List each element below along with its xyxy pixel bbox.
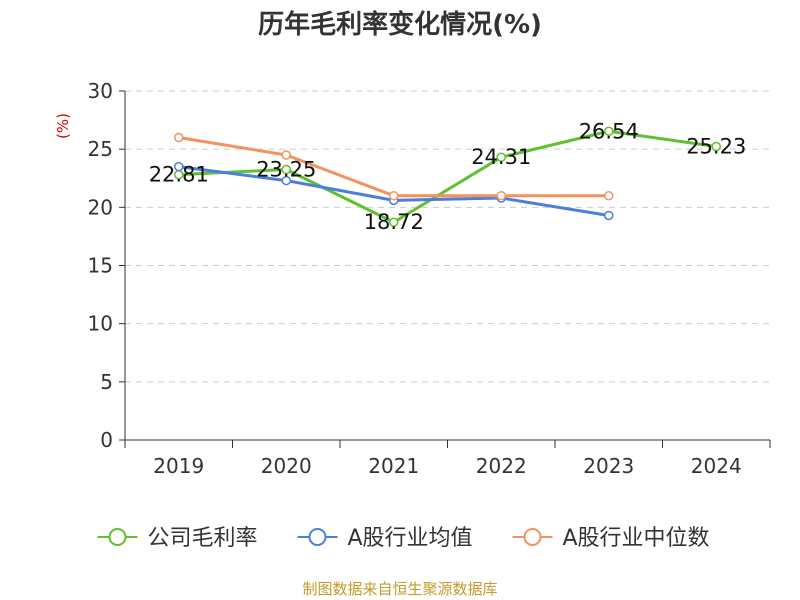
x-tick-label: 2023 (583, 454, 634, 478)
legend-label: A股行业中位数 (563, 526, 710, 551)
y-tick-label: 25 (88, 137, 113, 161)
legend-label: A股行业均值 (348, 526, 473, 551)
data-point-2 (174, 132, 184, 143)
legend-marker (108, 528, 127, 546)
data-point-2 (281, 150, 291, 160)
x-tick-label: 2022 (476, 454, 527, 478)
x-tick-label: 2021 (368, 454, 419, 478)
data-label: 24.31 (471, 145, 531, 169)
data-label: 25.23 (686, 134, 746, 158)
data-point-2 (389, 190, 399, 201)
x-tick-label: 2020 (261, 454, 312, 478)
legend-marker (308, 528, 327, 546)
data-point-0 (496, 152, 506, 162)
y-tick-label: 0 (100, 428, 113, 452)
chart-title: 历年毛利率变化情况(%) (258, 10, 542, 40)
data-point-2 (604, 190, 614, 201)
legend-marker (523, 528, 542, 546)
data-label: 26.54 (579, 119, 639, 143)
legend-label: 公司毛利率 (148, 526, 258, 551)
data-point-0 (604, 126, 614, 137)
data-label: 23.25 (256, 158, 316, 182)
y-tick-label: 10 (88, 312, 113, 336)
x-tick-label: 2024 (691, 454, 742, 478)
y-tick-label: 15 (88, 254, 113, 278)
data-point-0 (711, 141, 721, 152)
data-point-2 (496, 190, 506, 201)
y-tick-label: 20 (88, 195, 113, 219)
data-point-1 (604, 210, 614, 221)
data-label: 18.72 (364, 210, 424, 234)
data-label: 22.81 (149, 163, 209, 187)
data-point-1 (174, 161, 184, 172)
data-source-note: 制图数据来自恒生聚源数据库 (302, 580, 498, 598)
data-point-0 (389, 217, 399, 227)
y-tick-label: 5 (100, 370, 113, 394)
x-tick-label: 2019 (153, 454, 204, 478)
y-tick-label: 30 (88, 79, 113, 103)
data-point-1 (281, 175, 291, 186)
y-axis-label: (%) (54, 113, 72, 139)
series-line-0 (178, 129, 717, 224)
data-point-0 (281, 164, 291, 175)
